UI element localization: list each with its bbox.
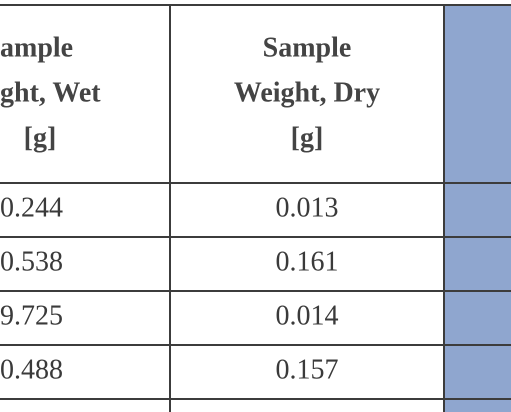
header-text: [g] bbox=[24, 122, 57, 153]
cell-text: 0.538 bbox=[0, 246, 63, 277]
cell-text: 0.013 bbox=[276, 192, 339, 223]
header-text: Sample bbox=[263, 32, 352, 63]
cell-text: 0.161 bbox=[276, 246, 339, 277]
header-text: ght, Wet bbox=[0, 77, 101, 108]
cell-text: 9.725 bbox=[0, 300, 63, 331]
cell-text: 0.014 bbox=[276, 300, 339, 331]
header-text: Weight, Dry bbox=[234, 77, 380, 108]
cell-text: 0.488 bbox=[0, 354, 63, 385]
header-text: [g] bbox=[291, 122, 324, 153]
blue-column bbox=[444, 5, 511, 412]
header-text: ample bbox=[0, 32, 73, 63]
cell-text: 0.244 bbox=[0, 192, 63, 223]
cell-text: 0.157 bbox=[276, 354, 339, 385]
